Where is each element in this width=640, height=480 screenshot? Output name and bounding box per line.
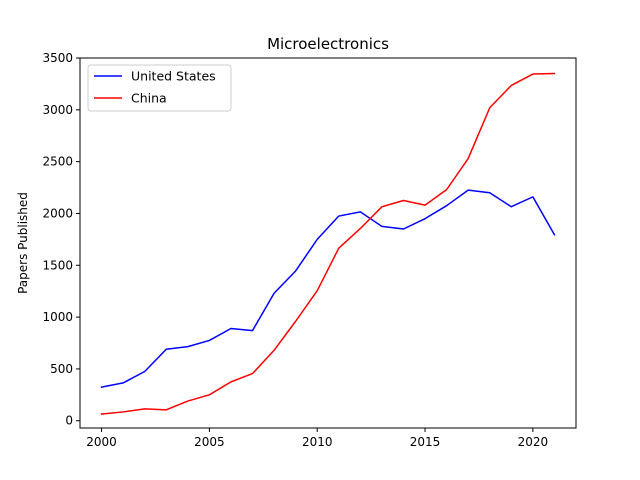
legend-box xyxy=(87,64,232,112)
x-tick-label: 2020 xyxy=(518,435,549,449)
y-axis-label: Papers Published xyxy=(16,192,30,294)
x-axis: 2000 2005 2010 2015 2020 xyxy=(86,428,548,449)
x-tick-label: 2010 xyxy=(302,435,333,449)
y-tick-label: 500 xyxy=(50,362,73,376)
legend: United States China xyxy=(87,64,232,112)
y-tick-label: 3500 xyxy=(42,51,73,65)
y-tick-label: 0 xyxy=(65,414,73,428)
y-tick-label: 2000 xyxy=(42,206,73,220)
plot-frame xyxy=(79,57,577,429)
legend-label-1: China xyxy=(131,91,167,106)
y-tick-label: 2500 xyxy=(42,155,73,169)
series-line-1 xyxy=(100,72,556,415)
chart-title: Microelectronics xyxy=(267,35,389,53)
y-tick-label: 1000 xyxy=(42,310,73,324)
series-line-0 xyxy=(100,189,556,388)
x-tick-label: 2015 xyxy=(410,435,441,449)
y-axis: 0 500 1000 1500 2000 2500 3000 3500 xyxy=(42,51,80,428)
y-tick-label: 3000 xyxy=(42,103,73,117)
legend-label-0: United States xyxy=(131,69,216,84)
x-tick-label: 2000 xyxy=(86,435,117,449)
x-tick-label: 2005 xyxy=(194,435,225,449)
y-tick-label: 1500 xyxy=(42,258,73,272)
